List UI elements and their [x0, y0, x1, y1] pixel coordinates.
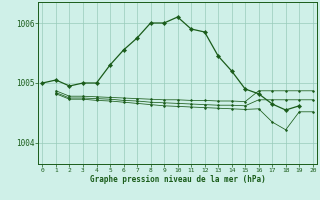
- X-axis label: Graphe pression niveau de la mer (hPa): Graphe pression niveau de la mer (hPa): [90, 175, 266, 184]
